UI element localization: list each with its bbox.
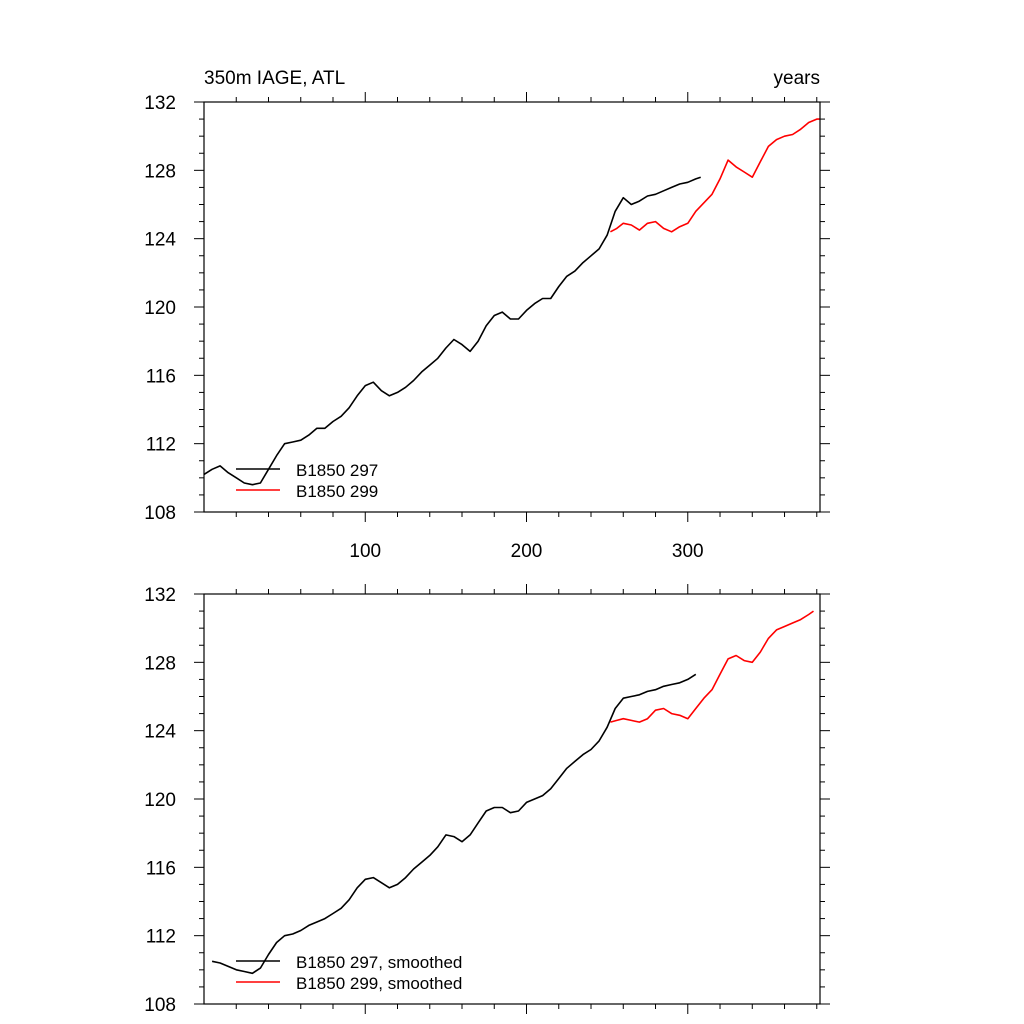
legend-label: B1850 297, smoothed bbox=[296, 953, 462, 972]
bottom-plot-frame bbox=[203, 593, 821, 1005]
x-axis-unit-label: years bbox=[774, 68, 820, 89]
y-tick-label: 112 bbox=[146, 927, 176, 948]
y-tick-label: 124 bbox=[144, 722, 176, 743]
top-series bbox=[203, 118, 820, 486]
y-tick-label: 128 bbox=[144, 161, 176, 182]
y-tick-label: 128 bbox=[144, 653, 176, 674]
bottom-series bbox=[211, 610, 814, 975]
top-plot-frame bbox=[203, 101, 821, 513]
series-line-b1850-297 bbox=[203, 176, 701, 486]
y-tick-label: 124 bbox=[144, 230, 176, 251]
x-tick-label: 100 bbox=[349, 541, 381, 562]
y-tick-label: 112 bbox=[146, 435, 176, 456]
y-tick-label: 108 bbox=[144, 503, 176, 524]
y-tick-label: 108 bbox=[144, 995, 176, 1016]
y-tick-label: 116 bbox=[146, 366, 176, 387]
panel-top: 350m IAGE, ATL years 1081121161201241281… bbox=[144, 68, 830, 562]
x-tick-label: 200 bbox=[511, 541, 543, 562]
bottom-axes: 108 112 116 120 124 128 132 bbox=[144, 584, 830, 1016]
series-line-b1850-299 bbox=[610, 118, 820, 233]
legend-label: B1850 297 bbox=[296, 461, 378, 480]
series-line-b1850-299 bbox=[610, 610, 814, 723]
top-axes: 108 112 116 120 124 128 132 100 200 300 bbox=[144, 92, 830, 562]
bottom-legend: B1850 297, smoothed B1850 299, smoothed bbox=[236, 953, 462, 993]
legend-label: B1850 299 bbox=[296, 482, 378, 501]
y-tick-label: 116 bbox=[146, 858, 176, 879]
x-tick-label: 300 bbox=[672, 541, 704, 562]
y-tick-label: 120 bbox=[144, 790, 176, 811]
panel-bottom: 108 112 116 120 124 128 132 B1850 297, smoothe… bbox=[144, 584, 830, 1016]
series-line-b1850-297 bbox=[211, 673, 697, 975]
y-tick-label: 120 bbox=[144, 298, 176, 319]
top-legend: B1850 297 B1850 299 bbox=[236, 461, 378, 501]
y-tick-label: 132 bbox=[144, 585, 176, 606]
y-tick-label: 132 bbox=[144, 93, 176, 114]
chart-title: 350m IAGE, ATL bbox=[204, 68, 345, 89]
legend-label: B1850 299, smoothed bbox=[296, 974, 462, 993]
